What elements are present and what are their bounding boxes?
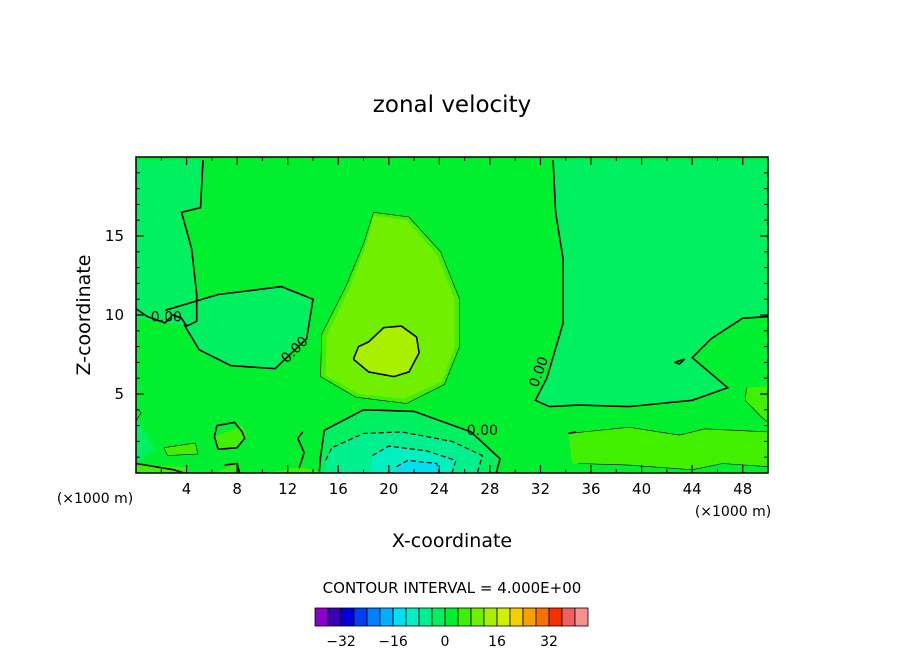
colorbar-bin (548, 607, 563, 627)
zero-contour-line (318, 408, 501, 473)
colorbar-bin (509, 607, 524, 627)
contour-line (320, 212, 460, 404)
zero-contour-line (674, 358, 686, 365)
colorbar-tick-label: −32 (326, 634, 356, 650)
contour-region (136, 417, 155, 464)
contour-line (744, 387, 768, 423)
negative-contour-line (372, 445, 457, 473)
negative-contour-line (396, 459, 440, 473)
zero-contour-line (213, 421, 246, 451)
chart-title: zonal velocity (373, 92, 531, 118)
contour-region (373, 441, 384, 453)
colorbar-bin (431, 607, 446, 627)
contour-region (214, 463, 240, 473)
contour-region (535, 160, 768, 407)
colorbar-bin (496, 607, 511, 627)
colorbar-bin (470, 607, 485, 627)
contour-label: 0.00 (151, 309, 182, 325)
colorbar-bin (483, 607, 498, 627)
x-axis-label: X-coordinate (392, 530, 512, 552)
contour-region (136, 160, 203, 327)
negative-contour-line (325, 431, 484, 473)
contour-line (136, 409, 142, 422)
zero-contour-line (136, 160, 204, 328)
y-tick-label: 15 (105, 227, 124, 245)
colorbar: −32 −16 0 16 32 (314, 607, 589, 650)
zero-contour-line (568, 431, 577, 435)
x-tick-label: 36 (581, 480, 600, 498)
colorbar-bin (366, 607, 381, 627)
x-tick-label: 32 (531, 480, 550, 498)
zero-contour-line (136, 462, 185, 473)
x-unit-left: (×1000 m) (57, 491, 133, 507)
colorbar-bin (392, 607, 407, 627)
zero-contour-line (164, 285, 314, 370)
y-axis-label: Z-coordinate (73, 255, 95, 376)
contour-region (395, 460, 440, 473)
colorbar-bin (327, 607, 342, 627)
colorbar-bin (535, 607, 550, 627)
colorbar-bin (444, 607, 459, 627)
colorbar-bin (574, 607, 589, 627)
zero-contour-line (534, 160, 768, 408)
x-tick-label: 12 (278, 480, 297, 498)
plot-area (136, 157, 768, 473)
colorbar-bin (314, 607, 329, 627)
x-tick-label: 8 (232, 480, 242, 498)
x-tick-label: 24 (430, 480, 449, 498)
colorbar-bin (418, 607, 433, 627)
colorbar-tick-label: −16 (378, 634, 408, 650)
contour-line (568, 426, 768, 436)
colorbar-tick-label: 32 (540, 634, 558, 650)
colorbar-bin (405, 607, 420, 627)
x-tick-label: 20 (379, 480, 398, 498)
contour-region (214, 425, 248, 450)
contour-region (268, 466, 320, 473)
x-tick-label: 16 (329, 480, 348, 498)
zero-contour-line (224, 462, 241, 473)
contour-region (568, 427, 768, 470)
colorbar-tick-label: 0 (441, 634, 450, 650)
zero-contour-line (296, 431, 305, 469)
contour-region (745, 386, 768, 423)
colorbar-bin (340, 607, 355, 627)
x-tick-label: 40 (632, 480, 651, 498)
x-unit-right: (×1000 m) (695, 504, 771, 520)
contour-region (165, 286, 313, 369)
x-tick-label: 44 (683, 480, 702, 498)
x-tick-label: 4 (182, 480, 192, 498)
colorbar-bin (353, 607, 368, 627)
colorbar-bin (522, 607, 537, 627)
contour-line (163, 442, 199, 456)
y-tick-label: 10 (105, 306, 124, 324)
y-tick-label: 5 (114, 385, 124, 403)
contour-region (353, 326, 420, 377)
colorbar-bin (457, 607, 472, 627)
contour-interval-text: CONTOUR INTERVAL = 4.000E+00 (323, 579, 582, 597)
x-tick-label: 28 (480, 480, 499, 498)
x-tick-label: 48 (733, 480, 752, 498)
colorbar-tick-label: 16 (488, 634, 506, 650)
colorbar-bin (561, 607, 576, 627)
contour-region (163, 443, 198, 456)
zero-contour-line (352, 325, 420, 378)
colorbar-bin (379, 607, 394, 627)
contour-label: 0.00 (467, 423, 498, 439)
